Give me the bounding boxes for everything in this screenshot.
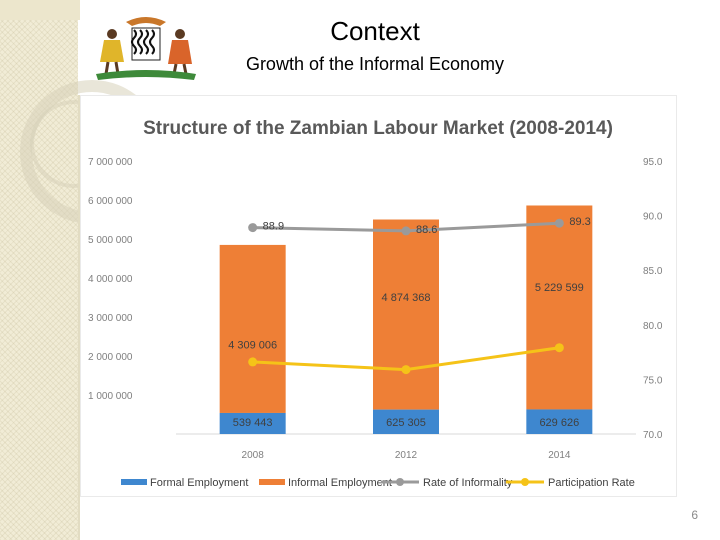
right-axis-tick-label: 75.0 (643, 375, 663, 386)
formal-employment-bar (219, 412, 286, 434)
right-axis-tick-label: 90.0 (643, 212, 663, 223)
participation-rate-point (248, 357, 258, 367)
left-axis-tick-label: 2 000 000 (88, 352, 133, 363)
right-axis-tick-label: 70.0 (643, 430, 663, 441)
rate-of-informality-point (248, 223, 258, 233)
left-axis-tick-label: 7 000 000 (88, 157, 133, 168)
slide-subtitle: Growth of the Informal Economy (245, 54, 505, 74)
informal-employment-bar (373, 219, 439, 410)
rate-of-informality-data-label: 88.9 (263, 221, 284, 233)
x-axis-tick-label: 2012 (395, 450, 418, 461)
right-axis-tick-label: 80.0 (643, 321, 663, 332)
decorative-top-band (0, 0, 80, 20)
rate-of-informality-data-label: 89.3 (569, 216, 590, 228)
legend-swatch (259, 479, 285, 485)
formal-employment-bar (373, 409, 439, 434)
legend-label: Formal Employment (150, 477, 248, 489)
informal-employment-bar (526, 205, 593, 410)
page-number: 6 (691, 508, 698, 522)
participation-rate-point (401, 365, 411, 375)
legend-swatch (121, 479, 147, 485)
informal-employment-data-label: 4 309 006 (228, 339, 277, 351)
left-axis-tick-label: 1 000 000 (88, 391, 133, 402)
formal-employment-data-label: 629 626 (539, 417, 579, 429)
decorative-divider (78, 95, 80, 540)
left-axis-tick-label: 5 000 000 (88, 235, 133, 246)
left-axis-tick-label: 4 000 000 (88, 274, 133, 285)
decorative-side-strip (0, 0, 78, 540)
rate-of-informality-point (401, 226, 411, 236)
informal-employment-bar (219, 244, 286, 413)
coat-of-arms-emblem (96, 17, 196, 80)
right-axis-tick-label: 85.0 (643, 266, 663, 277)
legend-label: Participation Rate (548, 477, 635, 489)
formal-employment-bar (526, 409, 593, 434)
chart-title: Structure of the Zambian Labour Market (… (143, 118, 613, 139)
legend-label: Rate of Informality (423, 477, 513, 489)
legend-marker (396, 478, 404, 486)
informal-employment-data-label: 5 229 599 (535, 282, 584, 294)
left-axis-tick-label: 3 000 000 (88, 313, 133, 324)
rate-of-informality-point (554, 218, 564, 228)
labour-market-chart: Structure of the Zambian Labour Market (… (88, 118, 663, 489)
informal-employment-data-label: 4 874 368 (382, 292, 431, 304)
x-axis-tick-label: 2008 (242, 450, 265, 461)
legend-label: Informal Employment (288, 477, 392, 489)
right-axis-tick-label: 95.0 (643, 157, 663, 168)
slide-title: Context (330, 16, 420, 46)
rate-of-informality-data-label: 88.6 (416, 224, 437, 236)
chart-container: Structure of the Zambian Labour Market (… (80, 95, 677, 497)
x-axis-tick-label: 2014 (548, 450, 571, 461)
legend-marker (521, 478, 529, 486)
left-axis-tick-label: 6 000 000 (88, 196, 133, 207)
participation-rate-point (554, 343, 564, 353)
formal-employment-data-label: 539 443 (233, 417, 273, 429)
formal-employment-data-label: 625 305 (386, 417, 426, 429)
